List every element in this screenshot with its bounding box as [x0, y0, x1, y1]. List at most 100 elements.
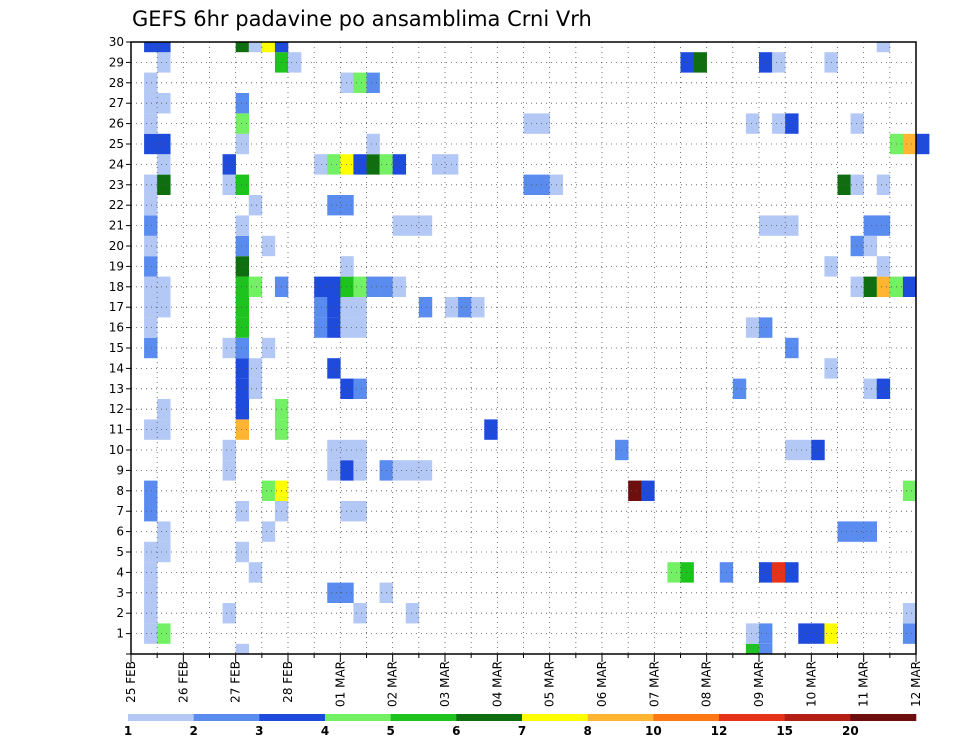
y-tick-label: 10: [109, 443, 124, 457]
heatmap-cell: [772, 215, 786, 236]
legend-label: 2: [189, 724, 197, 738]
heatmap-cell: [523, 113, 537, 134]
heatmap-cell: [405, 460, 420, 481]
heatmap-cell: [288, 52, 302, 73]
heatmap-cell: [850, 235, 864, 257]
y-tick-label: 24: [109, 157, 124, 171]
y-tick-label: 27: [109, 96, 124, 110]
heatmap-cell: [144, 133, 158, 155]
heatmap-cell: [327, 195, 341, 216]
grid-layer: [131, 41, 916, 654]
heatmap-cell: [405, 215, 420, 236]
heatmap-cell: [392, 154, 407, 175]
y-tick-label: 11: [109, 423, 124, 437]
heatmap-cell: [235, 643, 250, 654]
y-tick-label: 17: [109, 300, 124, 314]
x-tick-label: 11 MAR: [857, 661, 871, 707]
chart-title: GEFS 6hr padavine po ansamblima Crni Vrh: [132, 7, 592, 31]
heatmap-cell: [759, 562, 773, 583]
y-tick-label: 26: [109, 117, 124, 131]
heatmap-cell: [772, 52, 786, 73]
heatmap-cell: [340, 501, 354, 522]
y-tick-label: 5: [116, 545, 124, 559]
heatmap-cell: [144, 501, 158, 522]
x-tick-label: 07 MAR: [647, 661, 661, 707]
heatmap-cell: [366, 154, 380, 175]
y-tick-label: 18: [109, 280, 124, 294]
legend-swatch: [719, 714, 785, 721]
heatmap-cell: [876, 174, 891, 195]
x-tick-label: 03 MAR: [438, 661, 452, 707]
heatmap-cell: [144, 541, 158, 563]
heatmap-cell: [235, 541, 250, 563]
y-tick-label: 30: [109, 35, 124, 49]
heatmap-cell: [353, 72, 367, 93]
heatmap-cell: [144, 256, 158, 277]
heatmap-cell: [863, 521, 878, 542]
heatmap-cell: [353, 501, 367, 522]
heatmap-cell: [418, 215, 433, 236]
heatmap-cell: [340, 256, 354, 277]
heatmap-cell: [144, 113, 158, 134]
x-tick-label: 02 MAR: [386, 661, 400, 707]
heatmap-cell: [392, 215, 407, 236]
heatmap-cell: [759, 317, 773, 338]
heatmap-cell: [157, 297, 171, 318]
heatmap-cell: [144, 93, 158, 114]
heatmap-cell: [876, 276, 891, 297]
heatmap-cell: [798, 439, 812, 461]
legend-swatch: [390, 714, 457, 721]
legend-swatch: [259, 714, 326, 721]
heatmap-cell: [353, 460, 367, 481]
heatmap-cell: [837, 521, 851, 542]
heatmap-cell: [353, 154, 367, 175]
heatmap-cell: [157, 154, 171, 175]
heatmap-cell: [680, 562, 694, 583]
y-tick-label: 25: [109, 137, 124, 151]
heatmap-cell: [261, 337, 276, 359]
legend-label: 8: [583, 724, 591, 738]
heatmap-cell: [536, 174, 550, 195]
heatmap-cell: [353, 378, 367, 399]
heatmap-cell: [144, 480, 158, 501]
heatmap-cell: [863, 235, 878, 257]
y-tick-label: 1: [116, 627, 124, 641]
x-tick-label: 09 MAR: [752, 661, 766, 707]
heatmap-cell: [157, 93, 171, 114]
heatmap-cell: [863, 276, 878, 297]
y-tick-label: 14: [109, 361, 124, 375]
y-tick-label: 13: [109, 382, 124, 396]
heatmap-cell: [798, 623, 812, 644]
heatmap-cell: [340, 154, 354, 175]
heatmap-cell: [327, 439, 341, 461]
heatmap-cell: [837, 174, 851, 195]
heatmap-cell: [772, 562, 786, 583]
legend-label: 3: [255, 724, 263, 738]
heatmap-cell: [471, 297, 485, 318]
legend-swatch: [128, 714, 194, 721]
heatmap-cell: [850, 113, 864, 134]
heatmap-cell: [261, 480, 276, 501]
heatmap-cell: [327, 297, 341, 318]
heatmap-cell: [235, 42, 250, 53]
heatmap-cell: [759, 52, 773, 73]
heatmap-cell: [235, 113, 250, 134]
heatmap-cell: [850, 521, 864, 542]
heatmap-cell: [340, 460, 354, 481]
heatmap-cell: [248, 378, 263, 399]
y-axis: 1234567891011121314151617181920212223242…: [109, 35, 131, 655]
y-tick-label: 6: [116, 525, 124, 539]
heatmap-cell: [144, 337, 158, 359]
y-tick-label: 20: [109, 239, 124, 253]
x-tick-label: 28 FEB: [281, 661, 295, 703]
heatmap-cell: [340, 195, 354, 216]
heatmap-cell: [157, 52, 171, 73]
heatmap-cell: [628, 480, 642, 501]
heatmap-cell: [863, 215, 878, 236]
heatmap-cell: [693, 52, 707, 73]
y-tick-label: 23: [109, 178, 124, 192]
heatmap-cell: [327, 582, 341, 603]
legend-label: 7: [518, 724, 526, 738]
heatmap-cell: [902, 603, 917, 624]
x-tick-label: 27 FEB: [229, 661, 243, 703]
